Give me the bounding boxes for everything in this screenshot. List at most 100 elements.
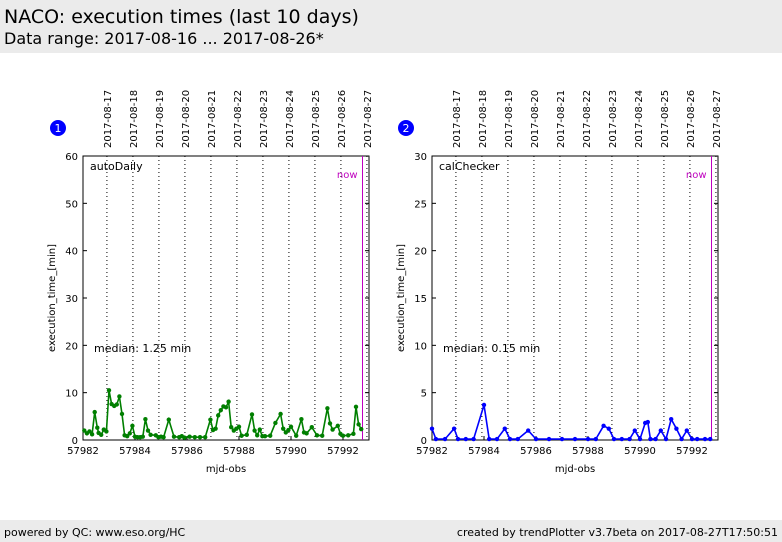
data-point (87, 429, 92, 434)
data-point (92, 409, 97, 415)
top-date-label: 2017-08-24 (285, 90, 296, 148)
data-point (262, 434, 268, 439)
data-point (182, 435, 187, 440)
data-point (645, 419, 650, 425)
data-point (327, 421, 333, 426)
data-point (653, 436, 658, 442)
data-point (273, 420, 278, 426)
x-tick-label: 57984 (468, 446, 500, 457)
x-tick-label: 57984 (119, 446, 151, 457)
data-point (268, 433, 273, 438)
data-point (294, 433, 299, 438)
data-point (627, 436, 632, 442)
y-axis-label: execution_time_[min] (396, 244, 407, 352)
plot-frame (431, 155, 719, 441)
x-tick-label: 57988 (572, 446, 604, 457)
charts-area: 1 2017-08-17 2017-08-18 2017-08-19 2017-08-2… (47, 90, 723, 475)
plot-frame (82, 155, 370, 441)
y-tick-label: 40 (65, 247, 78, 258)
data-point (481, 402, 487, 408)
data-point (106, 388, 112, 393)
top-date-label: 2017-08-20 (530, 90, 541, 148)
top-date-label: 2017-08-20 (181, 90, 192, 148)
top-date-label: 2017-08-17 (452, 90, 463, 148)
data-point (288, 424, 294, 429)
data-point (119, 411, 125, 417)
data-point (502, 426, 507, 431)
data-point (148, 432, 153, 437)
top-date-label: 2017-08-24 (634, 90, 645, 148)
y-tick-label: 50 (65, 199, 78, 210)
data-point (695, 436, 700, 442)
data-point (140, 434, 145, 439)
data-point (104, 429, 109, 434)
top-date-label: 2017-08-23 (608, 90, 619, 148)
data-point (356, 422, 361, 427)
data-point (299, 416, 304, 422)
data-point (533, 436, 539, 442)
data-point (226, 399, 231, 404)
panel-number-badge (398, 120, 414, 136)
now-label: now (337, 170, 358, 181)
data-point (114, 402, 120, 407)
data-point (351, 431, 356, 437)
top-date-label: 2017-08-22 (233, 90, 244, 148)
data-point (559, 436, 565, 442)
data-point (82, 428, 87, 433)
y-tick-label: 10 (65, 389, 78, 400)
data-point (192, 434, 197, 440)
top-date-label: 2017-08-17 (103, 90, 114, 148)
y-axis-label: execution_time_[min] (47, 244, 58, 352)
data-point (663, 436, 669, 442)
data-point (637, 436, 643, 442)
x-axis-label: mjd-obs (555, 464, 595, 475)
data-point (515, 436, 520, 442)
data-point (216, 413, 221, 418)
data-point (546, 436, 552, 442)
data-point (330, 427, 335, 432)
y-tick-label: 10 (414, 341, 427, 352)
top-date-label: 2017-08-23 (259, 90, 270, 148)
data-point (218, 407, 223, 413)
y-tick-label: 30 (414, 152, 427, 163)
data-point (252, 428, 257, 433)
x-tick-label: 57982 (67, 446, 99, 457)
data-point (244, 432, 249, 437)
data-point (95, 425, 100, 430)
top-date-label: 2017-08-27 (712, 90, 723, 148)
data-point (648, 436, 653, 442)
data-point (197, 434, 203, 440)
data-point (359, 426, 364, 432)
data-point (702, 436, 708, 442)
data-point (346, 433, 351, 438)
data-point (679, 436, 684, 442)
data-point (117, 394, 122, 399)
chart-panel-2: 2 2017-08-17 2017-08-18 2017-08-19 2017-08-2… (396, 90, 723, 475)
data-point (249, 412, 255, 417)
series-label: calChecker (439, 160, 500, 173)
top-date-label: 2017-08-26 (337, 90, 348, 148)
data-point (708, 436, 713, 442)
data-point (229, 425, 234, 430)
data-point (471, 436, 476, 442)
top-date-label: 2017-08-27 (363, 90, 374, 148)
data-point (320, 433, 325, 438)
series-label: autoDaily (90, 160, 143, 173)
data-point (171, 434, 177, 439)
data-point (335, 423, 340, 428)
top-date-label: 2017-08-21 (556, 90, 567, 148)
data-point (494, 436, 500, 442)
panel-number-badge (50, 120, 66, 136)
data-point (325, 406, 330, 411)
data-point (429, 426, 435, 431)
data-point (669, 416, 674, 422)
data-point (309, 425, 314, 430)
data-point (304, 431, 309, 436)
data-point (442, 436, 448, 442)
y-tick-label: 0 (421, 436, 427, 447)
panel-number-label: 1 (55, 122, 62, 135)
footer-powered-by: powered by QC: www.eso.org/HC (4, 526, 186, 539)
data-point (353, 404, 359, 410)
median-label: median: 0.15 min (443, 342, 540, 355)
data-point (127, 431, 132, 436)
